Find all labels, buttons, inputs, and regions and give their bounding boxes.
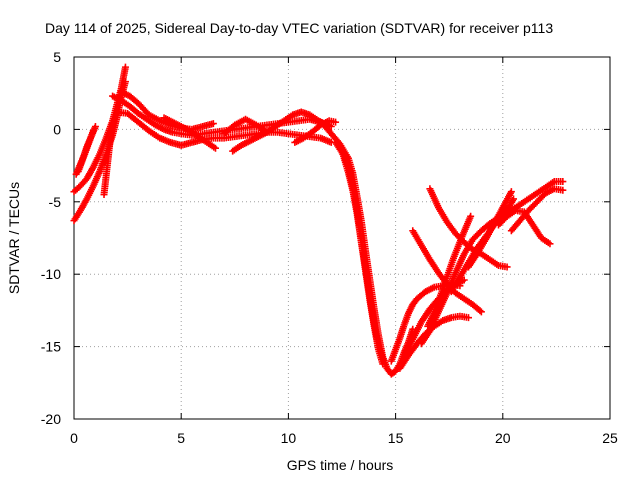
- y-tick-label: 0: [53, 121, 61, 137]
- data-point: [510, 195, 518, 203]
- data-point: [503, 263, 511, 271]
- y-tick-label: -15: [41, 339, 61, 355]
- y-tick-label: -5: [49, 194, 62, 210]
- data-point: [109, 120, 117, 128]
- data-point: [121, 78, 129, 86]
- x-tick-label: 20: [495, 430, 511, 446]
- chart-title: Day 114 of 2025, Sidereal Day-to-day VTE…: [45, 20, 553, 36]
- data-point: [464, 314, 472, 322]
- y-tick-label: -20: [41, 411, 61, 427]
- x-axis-label: GPS time / hours: [287, 457, 394, 473]
- x-tick-label: 0: [70, 430, 78, 446]
- data-point: [460, 276, 468, 284]
- data-point: [212, 144, 220, 152]
- data-marks: [70, 63, 567, 378]
- data-point: [559, 178, 567, 186]
- x-tick-label: 10: [281, 430, 297, 446]
- x-tick-label: 15: [388, 430, 404, 446]
- data-point: [559, 186, 567, 194]
- axis-ticks: 0 5 10 15 20 25 5 0 -5 -10 -15 -20: [41, 49, 618, 446]
- data-point: [546, 240, 554, 248]
- y-tick-label: -10: [41, 266, 61, 282]
- data-point: [507, 188, 515, 196]
- data-point: [91, 123, 99, 131]
- y-axis-label: SDTVAR / TECUs: [6, 182, 22, 294]
- data-point: [209, 120, 217, 128]
- data-point: [332, 118, 340, 126]
- data-point: [121, 63, 129, 71]
- data-point: [476, 307, 484, 315]
- data-point: [379, 360, 387, 368]
- plot-frame: [73, 56, 611, 420]
- y-tick-label: 5: [53, 49, 61, 65]
- x-tick-label: 5: [177, 430, 185, 446]
- data-point: [467, 212, 475, 220]
- data-point: [477, 308, 485, 316]
- grid-lines: [74, 57, 610, 419]
- x-tick-label: 25: [602, 430, 618, 446]
